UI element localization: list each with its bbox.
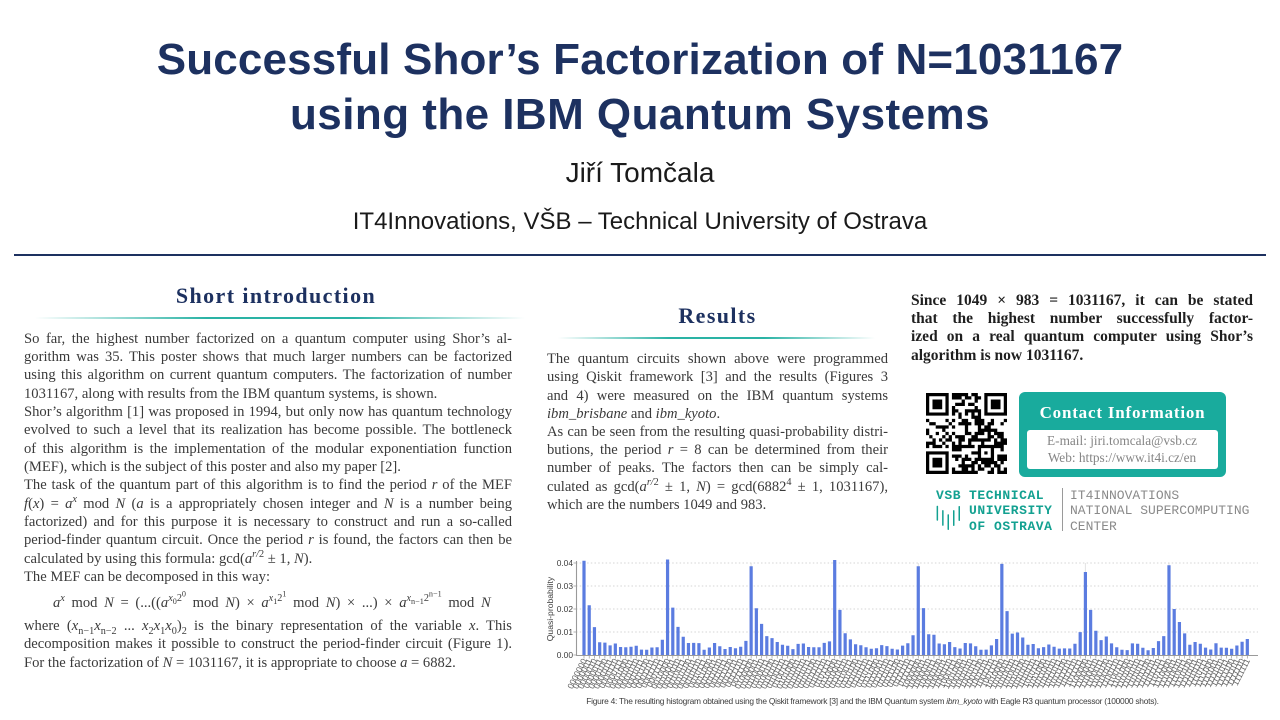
svg-text:Quasi-probability: Quasi-probability xyxy=(545,576,555,641)
svg-text:0.04: 0.04 xyxy=(557,558,574,568)
svg-text:0.02: 0.02 xyxy=(557,604,574,614)
svg-text:0.03: 0.03 xyxy=(557,581,574,591)
svg-text:0.01: 0.01 xyxy=(557,627,574,637)
svg-text:0.00: 0.00 xyxy=(557,650,574,660)
